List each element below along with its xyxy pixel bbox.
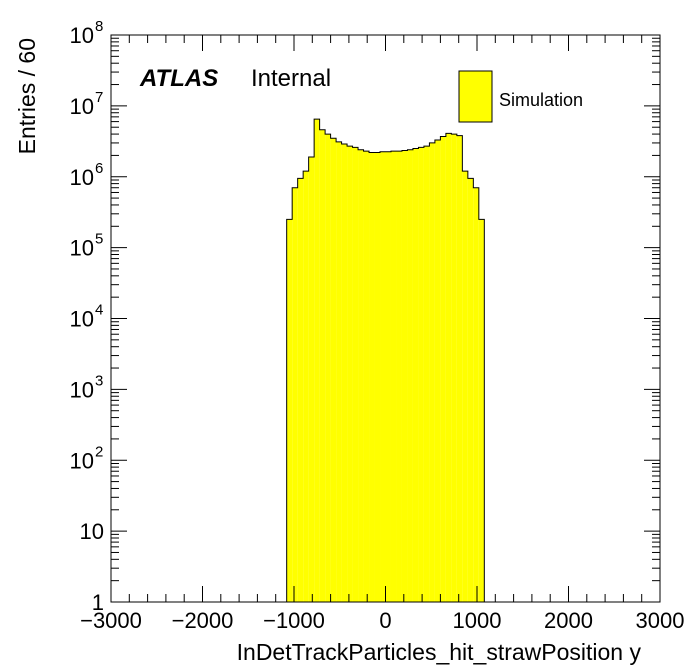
histogram-bar xyxy=(374,152,381,603)
y-axis-label: Entries / 60 xyxy=(14,38,40,154)
histogram-bar xyxy=(325,134,331,603)
y-tick-label: 10 xyxy=(70,23,94,48)
x-tick-label: 0 xyxy=(379,608,391,633)
histogram-bar xyxy=(314,119,320,602)
legend-swatch-simulation xyxy=(458,70,493,123)
y-tick-label: 10 xyxy=(70,307,94,332)
x-axis-tick-labels: −3000 −2000 −1000 0 1000 2000 3000 xyxy=(80,608,684,633)
atlas-label: ATLAS xyxy=(139,65,218,92)
x-tick-label: −3000 xyxy=(80,608,142,633)
histogram-bar xyxy=(308,156,315,602)
y-tick-label: 1 xyxy=(92,590,104,615)
histogram-bar xyxy=(467,178,474,602)
y-tick-label: 10 xyxy=(80,519,104,544)
histogram-bar xyxy=(445,133,452,602)
histogram-bar xyxy=(385,151,391,602)
histogram-bar xyxy=(412,148,419,602)
x-tick-label: −1000 xyxy=(263,608,325,633)
legend-label-simulation: Simulation xyxy=(499,90,583,110)
y-tick-label: 10 xyxy=(70,94,94,119)
histogram-bar xyxy=(423,146,430,602)
histogram-bar xyxy=(336,141,342,602)
histogram-bar xyxy=(401,150,408,602)
y-tick-label-exponent: 7 xyxy=(95,89,103,106)
histogram-bar xyxy=(473,187,479,602)
y-tick-label-exponent: 2 xyxy=(95,443,103,460)
x-tick-label: 2000 xyxy=(544,608,593,633)
histogram-bar xyxy=(390,151,397,602)
histogram-bar xyxy=(319,129,326,602)
internal-label: Internal xyxy=(251,65,331,92)
histogram-bar xyxy=(478,219,485,602)
x-axis-label: InDetTrackParticles_hit_strawPosition y xyxy=(237,639,642,665)
histogram-bar xyxy=(418,147,424,603)
histogram-bar xyxy=(303,171,309,602)
histogram-bar xyxy=(352,147,359,603)
histogram-bar xyxy=(429,142,435,603)
y-tick-label: 10 xyxy=(70,165,94,190)
y-tick-label-exponent: 6 xyxy=(95,160,103,177)
histogram-bar xyxy=(330,138,337,602)
histogram-bar xyxy=(341,143,348,602)
histogram-bar xyxy=(434,140,441,603)
y-tick-label-exponent: 4 xyxy=(95,302,103,319)
y-axis-ticks xyxy=(111,37,660,603)
histogram-bar xyxy=(363,151,370,602)
histogram-bar xyxy=(369,152,375,603)
histogram-bar xyxy=(297,178,304,602)
histogram-bar xyxy=(292,187,298,602)
x-tick-label: 3000 xyxy=(636,608,685,633)
histogram-bar xyxy=(396,151,402,602)
histogram-bar xyxy=(347,146,353,602)
y-tick-label-exponent: 3 xyxy=(95,372,103,389)
y-tick-label: 10 xyxy=(70,236,94,261)
histogram-bar xyxy=(456,135,463,602)
histogram-bars xyxy=(286,119,485,603)
x-tick-label: 1000 xyxy=(453,608,502,633)
y-tick-label-exponent: 5 xyxy=(95,231,103,248)
x-axis-ticks xyxy=(110,35,661,602)
histogram-bar xyxy=(358,149,364,602)
histogram-bar xyxy=(380,151,386,602)
histogram-outline xyxy=(286,118,485,602)
x-tick-label: −2000 xyxy=(172,608,234,633)
histogram-bar xyxy=(440,136,446,602)
y-tick-label: 10 xyxy=(70,377,94,402)
y-tick-label-exponent: 8 xyxy=(95,18,103,35)
histogram-bar xyxy=(462,171,468,602)
histogram-bar xyxy=(407,149,413,602)
histogram-bar xyxy=(286,219,293,602)
histogram-bar xyxy=(451,134,457,603)
legend: Simulation xyxy=(458,70,583,123)
y-tick-label: 10 xyxy=(70,448,94,473)
